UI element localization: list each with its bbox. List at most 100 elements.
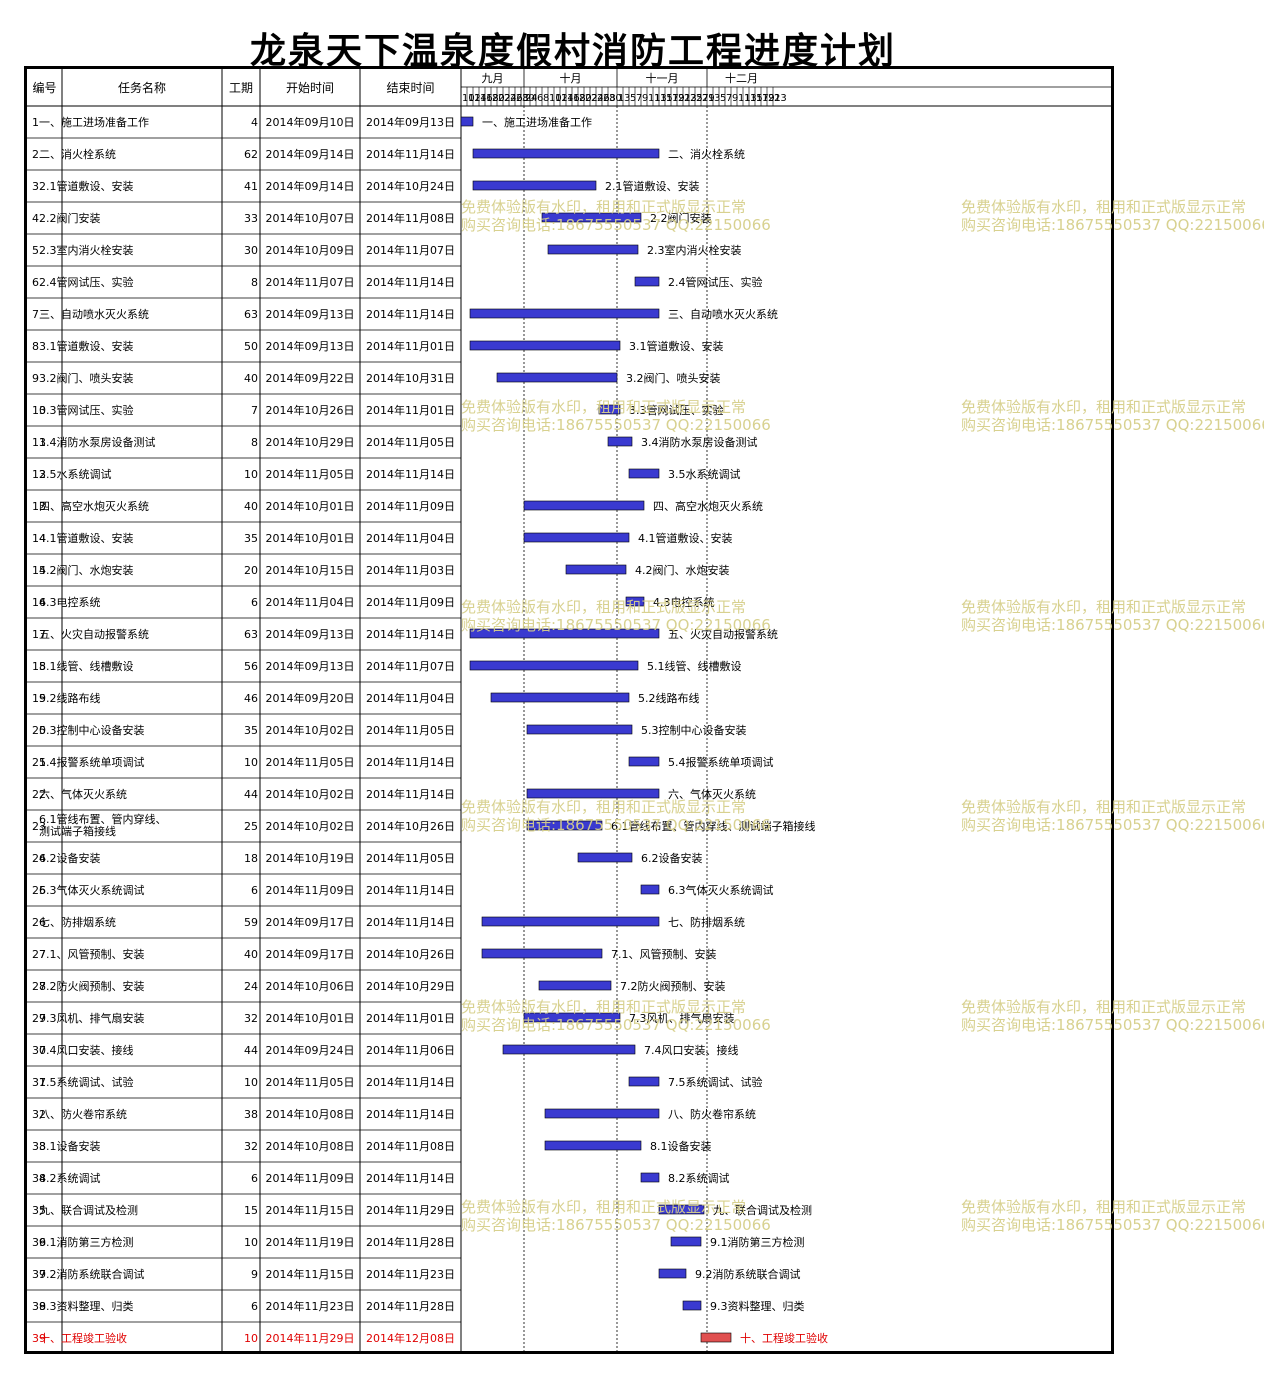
task-name: 7.1、风管预制、安装: [39, 947, 145, 961]
day-tick-label: 23: [684, 93, 697, 104]
bar-label: 4.2阀门、水炮安装: [635, 563, 730, 577]
task-end: 2014年11月14日: [366, 915, 455, 929]
task-id: 18: [32, 660, 46, 673]
task-name: 6.1管线布置、管内穿线、: [39, 812, 167, 826]
bar-label: 9.2消防系统联合调试: [695, 1267, 801, 1281]
bar-label: 7.4风口安装、接线: [644, 1043, 739, 1057]
task-duration: 10: [244, 1076, 258, 1089]
bar-label: 8.2系统调试: [668, 1172, 730, 1185]
gantt-bar: [700, 1332, 732, 1343]
day-tick-label: 20: [492, 93, 505, 104]
day-tick-label: 29: [702, 93, 715, 104]
bar-label: 7.1、风管预制、安装: [611, 947, 717, 961]
task-end: 2014年11月09日: [366, 499, 455, 513]
task-name: 5.1线管、线槽敷设: [39, 659, 134, 673]
task-end: 2014年11月14日: [366, 1171, 455, 1185]
day-tick-label: 26: [510, 93, 523, 104]
bar-label: 5.4报警系统单项调试: [668, 755, 774, 769]
gantt-bar: [640, 1172, 660, 1183]
task-name: 二、消火栓系统: [39, 147, 116, 161]
task-duration: 44: [244, 1044, 258, 1057]
bar-label: 3.4消防水泵房设备测试: [641, 435, 758, 449]
task-id: 20: [32, 724, 46, 737]
task-start: 2014年11月05日: [266, 1075, 355, 1089]
task-id: 9: [32, 372, 39, 385]
task-id: 31: [32, 1076, 46, 1089]
task-start: 2014年09月13日: [266, 659, 355, 673]
task-name: 7.4风口安装、接线: [39, 1043, 134, 1057]
task-duration: 33: [244, 212, 258, 225]
gantt-bar: [472, 148, 660, 159]
task-name: 7.3风机、排气扇安装: [39, 1011, 145, 1025]
task-start: 2014年10月01日: [266, 499, 355, 513]
bar-label: 五、火灾自动报警系统: [668, 627, 778, 641]
task-id: 11: [32, 436, 46, 449]
bar-label: 7.2防火阀预制、安装: [620, 979, 726, 993]
task-id: 13: [32, 500, 46, 513]
gantt-bar: [682, 1300, 702, 1311]
day-tick-label: 20: [579, 93, 592, 104]
task-start: 2014年11月07日: [266, 275, 355, 289]
task-name: 3.4消防水泵房设备测试: [39, 435, 156, 449]
bar-label: 八、防火卷帘系统: [668, 1107, 756, 1121]
task-name: 一、施工进场准备工作: [39, 115, 149, 129]
bar-label: 三、自动喷水灭火系统: [668, 308, 778, 321]
gantt-bar: [658, 1204, 705, 1215]
gantt-bar: [625, 596, 645, 607]
gantt-bar: [526, 820, 603, 831]
bar-label: 3.1管道敷设、安装: [629, 339, 724, 353]
bar-label: 九、联合调试及检测: [713, 1203, 812, 1217]
day-tick-label: 14: [474, 93, 487, 104]
day-tick-label: 26: [597, 93, 610, 104]
task-name: 9.1消防第三方检测: [39, 1235, 134, 1249]
task-start: 2014年09月14日: [266, 179, 355, 193]
task-end: 2014年10月31日: [366, 371, 455, 385]
task-start: 2014年11月04日: [266, 595, 355, 609]
task-id: 22: [32, 788, 46, 801]
bar-label: 十、工程竣工验收: [740, 1331, 828, 1345]
day-tick-label: 10: [462, 93, 475, 104]
task-id: 14: [32, 532, 46, 545]
month-label: 十二月: [725, 71, 758, 85]
gantt-bar: [481, 916, 660, 927]
header-id: 编号: [32, 80, 56, 95]
task-id: 38: [32, 1300, 46, 1313]
bar-label: 9.1消防第三方检测: [710, 1235, 805, 1249]
task-duration: 10: [244, 1332, 258, 1345]
task-id: 23: [32, 820, 46, 833]
task-duration: 41: [244, 180, 258, 193]
gantt-bar: [544, 1108, 660, 1119]
day-tick-label: 7: [726, 93, 732, 104]
task-name: 六、气体灭火系统: [39, 787, 127, 801]
gantt-bar: [628, 468, 660, 479]
day-tick-label: 14: [561, 93, 574, 104]
task-id: 36: [32, 1236, 46, 1249]
task-duration: 63: [244, 308, 258, 321]
task-start: 2014年09月14日: [266, 147, 355, 161]
task-duration: 6: [251, 596, 258, 609]
task-duration: 6: [251, 1172, 258, 1185]
gantt-bar: [523, 500, 645, 511]
task-end: 2014年11月14日: [366, 787, 455, 801]
task-name: 九、联合调试及检测: [39, 1203, 138, 1217]
task-id: 30: [32, 1044, 46, 1057]
gantt-bar: [538, 980, 612, 991]
task-name: 3.3管网试压、实验: [39, 403, 134, 417]
task-start: 2014年11月15日: [266, 1203, 355, 1217]
day-tick-label: 3: [624, 93, 630, 104]
gantt-table: 编号 任务名称 工期 开始时间 结束时间 九月 十月 十一月 十二月 10 12 14 16 18 20 22…: [24, 66, 1114, 1355]
task-duration: 35: [244, 532, 258, 545]
task-duration: 15: [244, 1204, 258, 1217]
task-id: 32: [32, 1108, 46, 1121]
gantt-bar: [469, 660, 639, 671]
task-duration: 46: [244, 692, 258, 705]
task-end: 2014年11月03日: [366, 563, 455, 577]
task-name: 5.4报警系统单项调试: [39, 755, 145, 769]
day-tick-label: 24: [504, 93, 517, 104]
task-duration: 6: [251, 884, 258, 897]
task-duration: 6: [251, 1300, 258, 1313]
day-tick-label: 2: [525, 93, 531, 104]
gantt-bar: [526, 724, 633, 735]
task-name: 4.1管道敷设、安装: [39, 531, 134, 545]
